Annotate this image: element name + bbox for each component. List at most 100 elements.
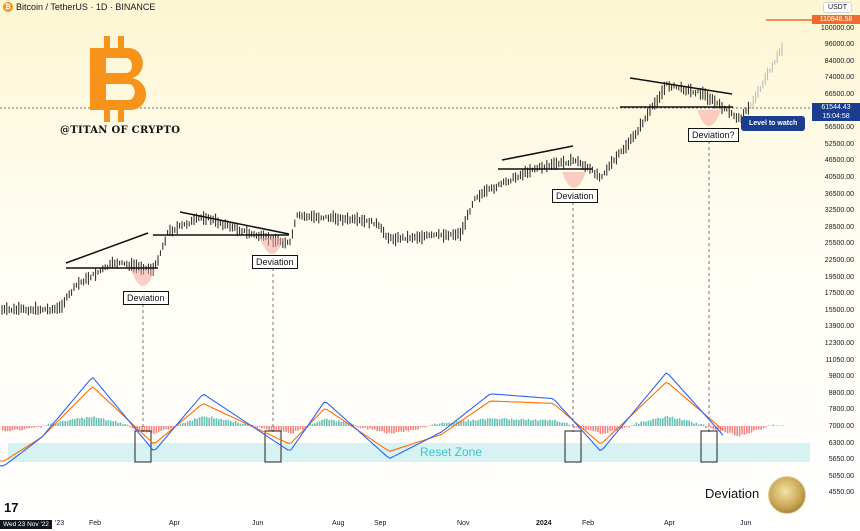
macd-histogram-bar	[38, 426, 40, 427]
macd-histogram-bar	[273, 426, 275, 432]
macd-histogram-bar	[563, 422, 566, 426]
macd-histogram-bar	[275, 426, 278, 431]
macd-histogram-bar	[717, 426, 719, 431]
x-tick-label: Feb	[89, 520, 102, 527]
macd-histogram-bar	[434, 423, 436, 426]
macd-histogram-bar	[30, 426, 33, 428]
macd-histogram-bar	[657, 417, 659, 426]
macd-histogram-bar	[328, 420, 330, 426]
macd-histogram-bar	[366, 426, 369, 430]
macd-histogram-bar	[484, 419, 486, 426]
y-tick-label: 9800.00	[828, 373, 854, 381]
macd-histogram-bar	[693, 423, 695, 426]
macd-histogram-bar	[575, 426, 578, 428]
deviation-box	[134, 430, 152, 463]
macd-histogram-bar	[26, 426, 28, 429]
macd-histogram-bar	[518, 419, 520, 426]
macd-histogram-bar	[705, 426, 707, 428]
macd-histogram-bar	[532, 420, 534, 426]
current-price-tag: 61544.43	[812, 103, 860, 112]
y-tick-label: 11050.00	[825, 356, 854, 364]
macd-histogram-bar	[59, 421, 62, 426]
macd-histogram-bar	[162, 426, 165, 430]
y-tick-label: 13900.00	[824, 323, 854, 331]
symbol-header[interactable]: ₿ Bitcoin / TetherUS · 1D · BINANCE	[3, 2, 155, 12]
macd-histogram-bar	[726, 426, 729, 434]
top-price-tag: 110848.58	[812, 15, 860, 24]
macd-histogram-bar	[650, 420, 652, 426]
macd-histogram-bar	[268, 426, 270, 431]
macd-histogram-bar	[203, 416, 206, 426]
macd-histogram-bar	[479, 418, 482, 426]
macd-histogram-bar	[630, 425, 633, 426]
macd-histogram-bar	[467, 419, 470, 426]
macd-histogram-bar	[354, 425, 357, 426]
macd-histogram-bar	[448, 422, 450, 426]
macd-histogram-bar	[419, 426, 422, 428]
deviation-box	[700, 430, 718, 463]
deviation-dip-highlight	[260, 238, 284, 254]
macd-histogram-bar	[138, 426, 141, 431]
macd-histogram-bar	[282, 426, 285, 432]
macd-histogram-bar	[191, 420, 194, 426]
macd-histogram-bar	[201, 416, 203, 426]
macd-histogram-bar	[587, 426, 590, 431]
level-to-watch-callout: Level to watch	[741, 116, 806, 131]
currency-button[interactable]: USDT	[822, 2, 852, 13]
macd-histogram-bar	[54, 423, 57, 426]
macd-histogram-bar	[724, 426, 726, 433]
reset-zone-label: Reset Zone	[420, 445, 483, 459]
macd-histogram-bar	[182, 422, 184, 426]
symbol-title: Bitcoin / TetherUS · 1D · BINANCE	[16, 2, 156, 12]
macd-histogram-bar	[244, 423, 246, 426]
macd-histogram-bar	[4, 426, 6, 432]
macd-histogram-bar	[441, 422, 443, 426]
tradingview-logo[interactable]: 17	[4, 500, 19, 515]
macd-histogram-bar	[714, 426, 717, 430]
macd-histogram-bar	[659, 418, 662, 426]
macd-histogram-bar	[225, 419, 227, 426]
macd-histogram-bar	[330, 419, 333, 426]
macd-histogram-bar	[405, 426, 407, 431]
macd-histogram-bar	[515, 419, 518, 426]
macd-histogram-bar	[287, 426, 290, 433]
author-avatar	[768, 476, 806, 514]
macd-histogram-bar	[198, 417, 201, 426]
macd-histogram-bar	[342, 421, 345, 426]
macd-histogram-bar	[522, 419, 525, 426]
macd-histogram-bar	[626, 426, 628, 427]
macd-histogram-bar	[782, 425, 784, 426]
macd-histogram-bar	[170, 426, 172, 429]
macd-histogram-bar	[345, 421, 347, 426]
macd-histogram-bar	[150, 426, 153, 433]
resistance-trendline	[501, 145, 574, 161]
macd-histogram-bar	[462, 420, 465, 426]
macd-histogram-bar	[410, 426, 412, 430]
macd-histogram-bar	[124, 423, 126, 426]
macd-histogram-bar	[472, 419, 474, 426]
macd-histogram-bar	[14, 426, 16, 430]
macd-histogram-bar	[234, 420, 237, 426]
macd-histogram-bar	[398, 426, 400, 432]
y-tick-label: 46500.00	[824, 157, 854, 165]
macd-histogram-bar	[482, 418, 484, 426]
macd-histogram-bar	[141, 426, 143, 431]
macd-histogram-bar	[539, 419, 542, 426]
macd-histogram-bar	[242, 423, 244, 426]
macd-histogram-bar	[390, 426, 393, 434]
macd-histogram-bar	[359, 426, 362, 429]
macd-histogram-bar	[438, 423, 441, 426]
macd-histogram-bar	[638, 423, 640, 426]
macd-histogram-bar	[83, 418, 86, 426]
macd-histogram-bar	[177, 424, 179, 426]
macd-histogram-bar	[148, 426, 150, 432]
watermark-text: @TITAN OF CRYPTO	[60, 125, 181, 136]
macd-histogram-bar	[707, 426, 710, 428]
macd-histogram-bar	[326, 418, 328, 426]
macd-histogram-bar	[460, 420, 462, 426]
macd-histogram-bar	[534, 419, 537, 426]
macd-histogram-bar	[62, 420, 64, 426]
x-tick-label: 2024	[536, 520, 552, 527]
macd-histogram-bar	[189, 420, 191, 426]
macd-histogram-bar	[642, 421, 645, 426]
